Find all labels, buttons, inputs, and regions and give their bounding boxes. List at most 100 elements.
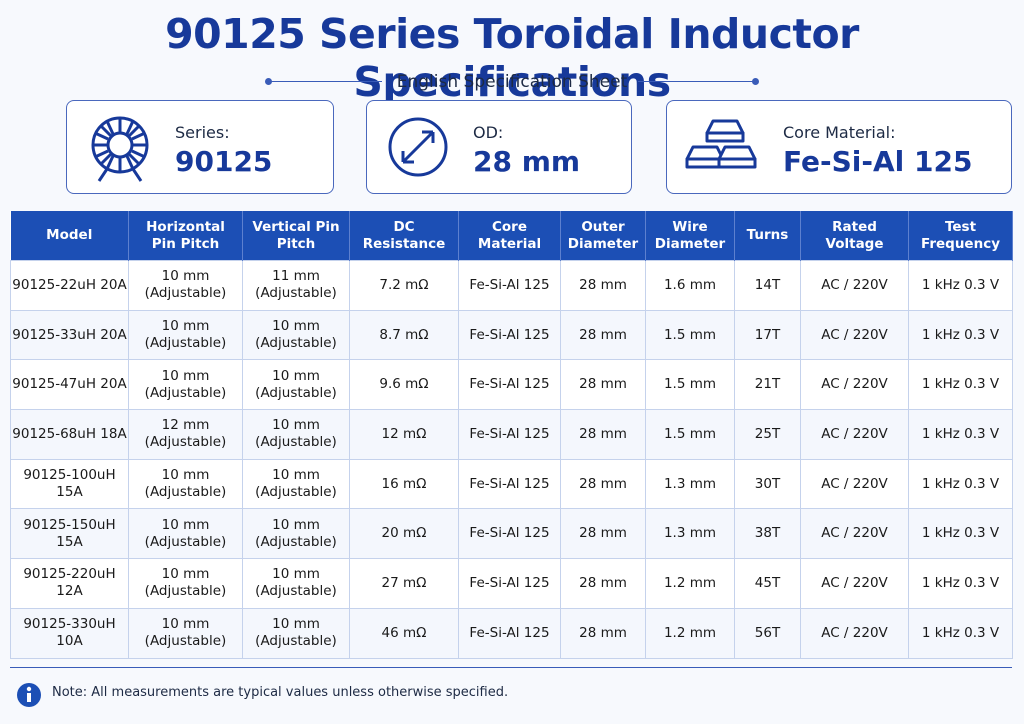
- info-icon: [17, 683, 41, 707]
- cell-line: 10 mm: [161, 616, 210, 633]
- table-cell: AC / 220V: [800, 409, 909, 460]
- table-cell: 90125-68uH 18A: [10, 409, 129, 460]
- rule: [270, 81, 382, 82]
- table-cell: 10 mm (Adjustable): [242, 607, 350, 659]
- table-cell: 25T: [734, 409, 801, 460]
- cell-line: 10 mm: [161, 268, 210, 285]
- table-cell: 90125-150uH 15A: [10, 508, 129, 560]
- table-cell: 10 mm (Adjustable): [242, 458, 350, 510]
- table-cell: 28 mm: [560, 458, 646, 510]
- dot: [752, 78, 759, 85]
- table-cell: 10 mm (Adjustable): [242, 409, 350, 460]
- table-cell: 1 kHz 0.3 V: [908, 409, 1013, 460]
- table-cell: 1 kHz 0.3 V: [908, 359, 1013, 411]
- table-cell: 12 mΩ: [349, 409, 459, 460]
- card: OD: 28 mm: [366, 100, 632, 194]
- cell-line: 10 mm: [161, 467, 210, 484]
- table-cell: 90125-33uH 20A: [10, 309, 129, 361]
- cell-line: (Adjustable): [144, 434, 227, 451]
- table-cell: 56T: [734, 607, 801, 659]
- table-cell: 46 mΩ: [349, 607, 459, 659]
- cell-line: (Adjustable): [255, 434, 337, 451]
- table-row: 90125-220uH 12A 10 mm (Adjustable) 10 mm (Ad…: [10, 558, 1013, 609]
- table-cell: 8.7 mΩ: [349, 309, 459, 361]
- table-row: 90125-150uH 15A 10 mm (Adjustable) 10 mm (Ad…: [10, 508, 1013, 560]
- table-cell: 10 mm (Adjustable): [242, 558, 350, 609]
- cell-line: 10 mm: [161, 318, 210, 335]
- table-cell: AC / 220V: [800, 359, 909, 411]
- table-cell: AC / 220V: [800, 260, 909, 311]
- table-cell: Fe-Si-Al 125: [458, 309, 561, 361]
- card-label: Core Material:: [783, 123, 896, 142]
- table-cell: 1.2 mm: [645, 607, 735, 659]
- table-cell: 17T: [734, 309, 801, 361]
- table-cell: 90125-22uH 20A: [10, 260, 129, 311]
- table-cell: 90125-330uH 10A: [10, 607, 129, 659]
- cell-line: (Adjustable): [255, 384, 337, 401]
- table-cell: 28 mm: [560, 359, 646, 411]
- table-cell: Fe-Si-Al 125: [458, 260, 561, 311]
- cell-line: 11 mm: [272, 268, 320, 285]
- table-row: 90125-100uH 15A 10 mm (Adjustable) 10 mm (Ad…: [10, 458, 1013, 510]
- card: Core Material: Fe-Si-Al 125: [666, 100, 1012, 194]
- table-cell: 28 mm: [560, 309, 646, 361]
- table-cell: 10 mm (Adjustable): [128, 508, 243, 560]
- table-cell: AC / 220V: [800, 309, 909, 361]
- card-label: Series:: [175, 123, 230, 142]
- table-cell: AC / 220V: [800, 508, 909, 560]
- cell-line: (Adjustable): [255, 533, 337, 550]
- column-header: Outer Diameter: [560, 211, 646, 261]
- table-cell: Fe-Si-Al 125: [458, 607, 561, 659]
- table-cell: 1.2 mm: [645, 558, 735, 609]
- ingot-icon: [685, 119, 757, 169]
- spec-table: Model Horizontal Pin Pitch Vertical Pin Pi…: [10, 211, 1013, 659]
- table-cell: 90125-47uH 20A: [10, 359, 129, 411]
- table-cell: AC / 220V: [800, 458, 909, 510]
- cell-line: 12 mm: [161, 417, 210, 434]
- table-cell: 10 mm (Adjustable): [242, 508, 350, 560]
- table-cell: AC / 220V: [800, 607, 909, 659]
- diameter-icon: [388, 117, 448, 177]
- column-header: Test Frequency: [908, 211, 1013, 261]
- rule: [10, 667, 1012, 668]
- cell-line: (Adjustable): [144, 285, 227, 302]
- table-cell: 1 kHz 0.3 V: [908, 260, 1013, 311]
- table-cell: 10 mm (Adjustable): [242, 359, 350, 411]
- table-cell: 38T: [734, 508, 801, 560]
- table-cell: 1.5 mm: [645, 359, 735, 411]
- table-cell: 27 mΩ: [349, 558, 459, 609]
- table-cell: 9.6 mΩ: [349, 359, 459, 411]
- subtitle: English Specification Sheet: [396, 72, 628, 92]
- table-cell: 1 kHz 0.3 V: [908, 309, 1013, 361]
- cell-line: 10 mm: [272, 566, 320, 583]
- table-cell: 1 kHz 0.3 V: [908, 458, 1013, 510]
- table-cell: 10 mm (Adjustable): [128, 458, 243, 510]
- cell-line: 10 mm: [272, 616, 320, 633]
- table-row: 90125-47uH 20A 10 mm (Adjustable) 10 mm (Adj…: [10, 359, 1013, 411]
- cell-line: (Adjustable): [255, 633, 337, 650]
- table-row: 90125-68uH 18A 12 mm (Adjustable) 10 mm (Adj…: [10, 409, 1013, 460]
- table-cell: 21T: [734, 359, 801, 411]
- table-cell: 28 mm: [560, 558, 646, 609]
- table-cell: 28 mm: [560, 508, 646, 560]
- table-cell: 28 mm: [560, 260, 646, 311]
- table-cell: 28 mm: [560, 409, 646, 460]
- note: Note: All measurements are typical value…: [52, 685, 509, 700]
- cell-line: 10 mm: [161, 566, 210, 583]
- header-row: Model Horizontal Pin Pitch Vertical Pin Pi…: [10, 211, 1013, 261]
- table-cell: 10 mm (Adjustable): [242, 309, 350, 361]
- rule: [638, 81, 753, 82]
- table-cell: Fe-Si-Al 125: [458, 458, 561, 510]
- cell-line: 10 mm: [272, 367, 320, 384]
- table-cell: AC / 220V: [800, 558, 909, 609]
- column-header: Horizontal Pin Pitch: [128, 211, 243, 261]
- table-cell: 45T: [734, 558, 801, 609]
- cell-line: (Adjustable): [144, 484, 227, 501]
- cell-line: (Adjustable): [144, 583, 227, 600]
- table-cell: 10 mm (Adjustable): [128, 558, 243, 609]
- table-row: 90125-22uH 20A 10 mm (Adjustable) 11 mm (Adj…: [10, 260, 1013, 311]
- table-cell: 10 mm (Adjustable): [128, 607, 243, 659]
- card: Series: 90125: [66, 100, 334, 194]
- cell-line: (Adjustable): [255, 484, 337, 501]
